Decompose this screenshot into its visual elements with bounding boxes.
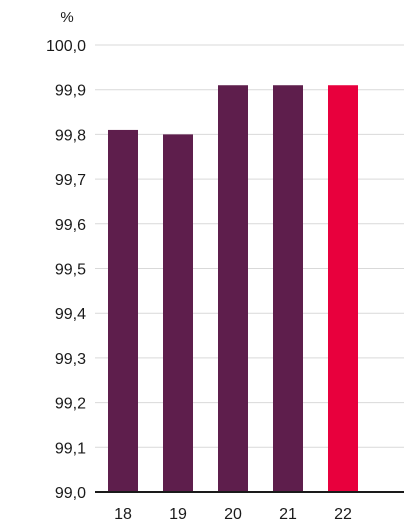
x-tick-label-20: 20: [224, 506, 242, 523]
y-tick-label: 99,2: [55, 396, 86, 413]
bar-19: [163, 134, 193, 492]
bar-21: [273, 85, 303, 492]
y-axis-tick-labels: 99,0 99,1 99,2 99,3 99,4 99,5 99,6 99,7 99,8 99,9…: [46, 38, 86, 502]
y-tick-label: 99,6: [55, 217, 86, 234]
y-tick-label: 99,7: [55, 172, 86, 189]
bar-22: [328, 85, 358, 492]
y-axis-unit-label: %: [60, 9, 73, 26]
y-tick-label: 99,1: [55, 440, 86, 457]
y-tick-label: 100,0: [46, 38, 86, 55]
y-tick-label: 99,8: [55, 127, 86, 144]
x-tick-label-22: 22: [334, 506, 352, 523]
x-tick-label-18: 18: [114, 506, 132, 523]
y-tick-label: 99,0: [55, 485, 86, 502]
y-tick-label: 99,9: [55, 83, 86, 100]
x-axis-tick-labels: 18 19 20 21 22: [114, 506, 352, 523]
bars: [108, 85, 358, 492]
y-tick-label: 99,5: [55, 262, 86, 279]
gridlines: [95, 44, 404, 448]
x-tick-label-21: 21: [279, 506, 297, 523]
x-tick-label-19: 19: [169, 506, 187, 523]
bar-18: [108, 129, 138, 492]
bar-20: [218, 85, 248, 492]
y-tick-label: 99,3: [55, 351, 86, 368]
y-tick-label: 99,4: [55, 306, 86, 323]
